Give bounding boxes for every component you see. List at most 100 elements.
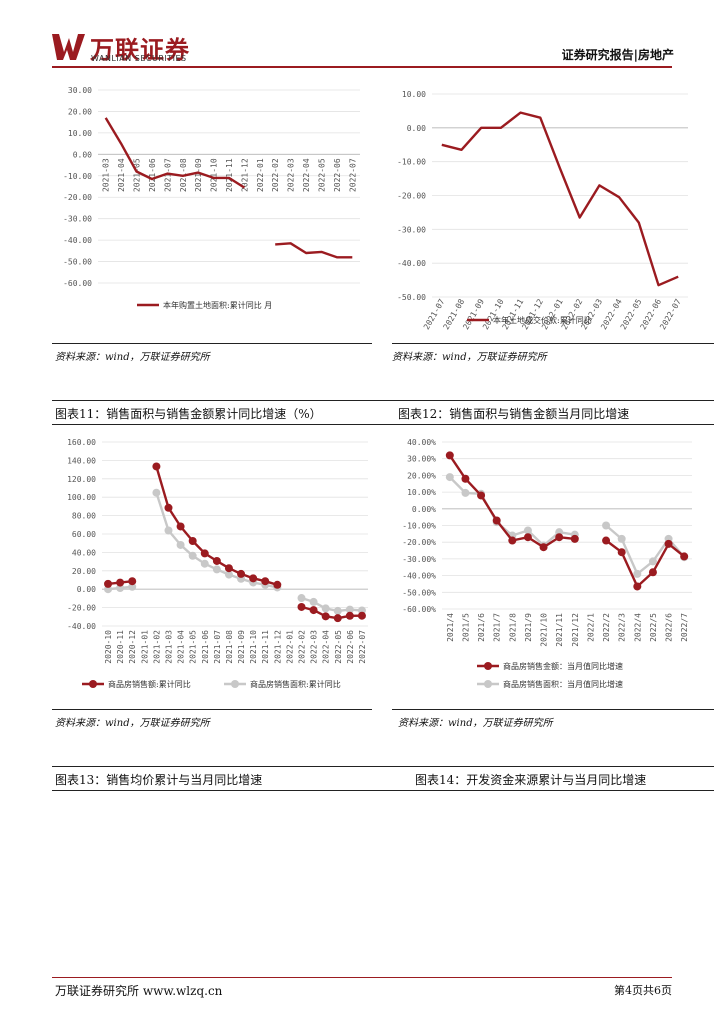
source-rule-right-mid (392, 709, 714, 710)
x-tick-label: 2022-07 (348, 158, 357, 192)
data-point (309, 606, 318, 615)
y-tick-label: -20.00% (402, 538, 436, 547)
x-tick-label: 2022-06 (346, 630, 355, 664)
x-tick-label: 2022-06 (333, 158, 342, 192)
data-point (617, 534, 626, 543)
y-tick-label: 0.00 (407, 124, 426, 133)
footer-rule (52, 977, 672, 978)
x-tick-label: 2021/9 (524, 613, 533, 642)
x-tick-label: 2021-09 (237, 630, 246, 664)
x-tick-label: 2022-04 (322, 630, 331, 664)
x-tick-label: 2021-06 (148, 158, 157, 192)
brand-logo-mark-icon (52, 34, 85, 60)
legend-marker (89, 680, 97, 688)
data-point (345, 611, 354, 620)
caption-rule-bottom (52, 424, 714, 425)
legend-marker (484, 680, 492, 688)
x-tick-label: 2022-03 (287, 158, 296, 192)
y-tick-label: -20.00 (397, 192, 426, 201)
y-tick-label: 0.00% (412, 505, 436, 514)
y-tick-label: 100.00 (67, 493, 96, 502)
x-tick-label: 2022/2 (602, 613, 611, 642)
x-tick-label: 2022/1 (586, 613, 595, 642)
data-point (602, 521, 611, 530)
legend-label: 本年购置土地面积:累计同比 月 (163, 300, 272, 310)
source-note: 资料来源：wind，万联证券研究所 (55, 352, 210, 363)
x-tick-label: 2021/10 (540, 613, 549, 647)
series-line-1 (107, 466, 363, 620)
y-tick-label: -40.00 (397, 259, 426, 268)
data-point (492, 516, 501, 525)
chart-sales-monthly: 40.00% 30.00% 20.00% 10.00% 0.00% -10.00% -20.… (402, 438, 692, 689)
x-tick-label: 2021/7 (493, 613, 502, 642)
data-point (461, 474, 470, 483)
y-tick-label: 10.00 (402, 90, 426, 99)
data-point (445, 451, 454, 460)
y-tick-label: 20.00 (68, 107, 92, 116)
data-point (249, 574, 258, 583)
x-tick-label: 2021-07 (163, 158, 172, 192)
x-tick-label: 2022/6 (665, 613, 674, 642)
caption-rule-bottom (52, 790, 714, 791)
x-tick-label: 2021-03 (165, 630, 174, 664)
x-tick-label: 2022/4 (633, 613, 642, 642)
x-tick-label: 2021-07 (213, 630, 222, 664)
source-note: 资料来源：wind，万联证券研究所 (55, 718, 210, 729)
x-tick-label: 2021-03 (102, 158, 111, 192)
series-line-1 (441, 111, 679, 287)
x-tick-label: 2021-10 (210, 158, 219, 192)
series-line-2 (107, 492, 363, 613)
y-tick-label: -60.00 (63, 279, 92, 288)
source-note: 资料来源：wind，万联证券研究所 (398, 718, 553, 729)
data-point (224, 564, 233, 573)
data-point (188, 551, 197, 560)
data-point (648, 568, 657, 577)
data-point (477, 491, 486, 500)
figure-caption: 图表11：销售面积与销售金额累计同比增速（%） (55, 407, 322, 421)
data-point (200, 549, 209, 558)
data-point (570, 534, 579, 543)
series-line-1 (104, 117, 353, 259)
data-point (152, 488, 161, 497)
x-tick-label: 2020-11 (116, 630, 125, 664)
data-point (333, 614, 342, 623)
data-point (152, 462, 161, 471)
data-point (104, 579, 113, 588)
header-rule (52, 66, 672, 68)
x-tick-label: 2021-05 (189, 630, 198, 664)
report-type: 证券研究报告|房地产 (561, 48, 674, 62)
brand-logo-english: WANLIAN SECURITIES (91, 54, 187, 63)
data-point (523, 526, 532, 535)
figure-caption: 图表14：开发资金来源累计与当月同比增速 (415, 773, 647, 787)
chart-sales-cumulative: 160.00 140.00 120.00 100.00 80.00 60.00 40.00 2… (67, 438, 368, 689)
caption-rule-top (52, 400, 714, 401)
x-tick-label: 2021-01 (140, 630, 149, 664)
x-tick-label: 2022-05 (334, 630, 343, 664)
data-point (176, 522, 185, 531)
data-point (116, 578, 125, 587)
x-tick-label: 2021/5 (461, 613, 470, 642)
x-tick-label: 2021/4 (446, 613, 455, 642)
y-tick-label: 140.00 (67, 456, 96, 465)
data-point (680, 552, 689, 561)
data-point (309, 597, 318, 606)
data-point (345, 605, 354, 614)
x-tick-label: 2022-05 (317, 158, 326, 192)
y-tick-label: 60.00 (72, 530, 96, 539)
legend-label: 本年土地成交价款:累计同比 (493, 315, 592, 325)
x-tick-label: 2022/3 (618, 613, 627, 642)
y-tick-label: -50.00 (63, 258, 92, 267)
y-tick-label: -50.00% (402, 588, 436, 597)
data-point (664, 539, 673, 548)
data-point (602, 536, 611, 545)
y-tick-label: -30.00 (397, 225, 426, 234)
x-tick-label: 2021-04 (177, 630, 186, 664)
y-tick-label: -10.00% (402, 522, 436, 531)
chart-land-purchase-area: 30.00 20.00 10.00 0.00 -10.00 -20.00 -30.00 -40… (63, 86, 360, 310)
figure-caption: 图表12：销售面积与销售金额当月同比增速 (398, 407, 630, 421)
data-point (555, 533, 564, 542)
data-point (237, 569, 246, 578)
y-tick-label: 0.00 (77, 585, 96, 594)
x-tick-label: 2021-06 (201, 630, 210, 664)
data-point (176, 540, 185, 549)
